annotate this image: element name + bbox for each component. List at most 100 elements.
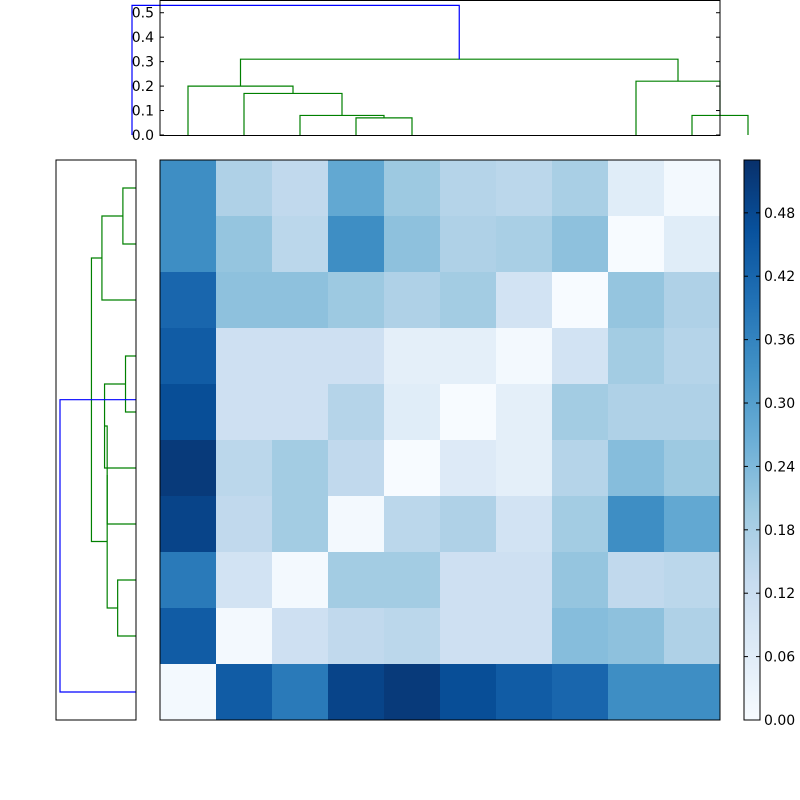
heatmap-cell — [328, 384, 385, 441]
heatmap-cell — [440, 664, 497, 721]
heatmap-cell — [496, 440, 553, 497]
heatmap-cell — [552, 440, 609, 497]
top-dendrogram-axis: 0.0 0.1 0.2 0.3 0.4 0.5 — [132, 6, 720, 144]
heatmap-cell — [440, 552, 497, 609]
left-dendrogram-link — [124, 355, 136, 413]
heatmap-cell — [608, 440, 665, 497]
heatmap-cell — [328, 328, 385, 385]
heatmap-cell — [384, 496, 441, 553]
top-axis-tick-label: 0.2 — [132, 79, 154, 95]
colorbar-tick-label: 0.06 — [764, 650, 795, 666]
heatmap-cell — [496, 272, 553, 329]
top-dendrogram — [131, 4, 749, 135]
heatmap-cell — [384, 552, 441, 609]
top-dendrogram-link — [131, 4, 460, 135]
heatmap-cell — [272, 384, 329, 441]
heatmap-cell — [160, 160, 217, 217]
heatmap-cell — [552, 608, 609, 665]
top-dendrogram-link — [243, 92, 343, 135]
heatmap-cell — [216, 664, 273, 721]
heatmap-cell — [328, 272, 385, 329]
heatmap-cell — [160, 272, 217, 329]
colorbar-tick-label: 0.42 — [764, 269, 795, 285]
heatmap-cell — [440, 608, 497, 665]
heatmap-cell — [384, 328, 441, 385]
heatmap-cell — [272, 272, 329, 329]
heatmap-cell — [328, 160, 385, 217]
heatmap-cell — [272, 328, 329, 385]
heatmap-cell — [496, 216, 553, 273]
heatmap-cell — [496, 328, 553, 385]
colorbar-tick-label: 0.18 — [764, 523, 795, 539]
heatmap-cell — [440, 272, 497, 329]
heatmap-cell — [552, 216, 609, 273]
heatmap-cell — [384, 216, 441, 273]
heatmap-cell — [664, 440, 721, 497]
top-axis-tick-label: 0.3 — [132, 55, 154, 71]
colorbar-tick-label: 0.00 — [764, 713, 795, 729]
heatmap-cell — [496, 664, 553, 721]
heatmap-cell — [552, 664, 609, 721]
heatmap-cell — [608, 272, 665, 329]
heatmap-cell — [496, 608, 553, 665]
heatmap-cell — [440, 160, 497, 217]
left-dendrogram-frame — [55, 159, 137, 721]
heatmap-cell — [160, 384, 217, 441]
heatmap-cell — [440, 496, 497, 553]
left-dendrogram-link — [59, 399, 136, 693]
heatmap-cell — [328, 216, 385, 273]
heatmap-cell — [608, 664, 665, 721]
heatmap-cell — [384, 160, 441, 217]
top-dendrogram-link — [239, 58, 679, 87]
heatmap-cell — [216, 384, 273, 441]
heatmap-cell — [496, 384, 553, 441]
heatmap-cell — [216, 440, 273, 497]
heatmap-cell — [608, 216, 665, 273]
heatmap-cell — [328, 552, 385, 609]
heatmap-cell — [608, 608, 665, 665]
heatmap-cell — [664, 496, 721, 553]
heatmap-cell — [664, 216, 721, 273]
left-dendrogram-link — [101, 215, 136, 301]
top-axis-tick-label: 0.5 — [132, 6, 154, 22]
heatmap-cell — [440, 440, 497, 497]
heatmap-cell — [328, 440, 385, 497]
heatmap-cell — [384, 608, 441, 665]
heatmap-cell — [608, 496, 665, 553]
heatmap-cell — [272, 608, 329, 665]
left-dendrogram-link — [122, 187, 136, 245]
colorbar-tick-label: 0.12 — [764, 586, 795, 602]
heatmap-cell — [552, 328, 609, 385]
heatmap-cell — [496, 552, 553, 609]
top-axis-tick-label: 0.1 — [132, 104, 154, 120]
colorbar-tick-label: 0.24 — [764, 459, 795, 475]
heatmap-cell — [216, 608, 273, 665]
colorbar-axis: 0.00 0.06 0.12 0.18 0.24 0.30 0.36 0.42 0.48 — [744, 206, 795, 729]
heatmap-cell — [552, 384, 609, 441]
heatmap-cell — [664, 664, 721, 721]
heatmap-cell — [664, 384, 721, 441]
colorbar-tick-label: 0.36 — [764, 333, 795, 349]
heatmap-cell — [664, 328, 721, 385]
heatmap-cell — [160, 608, 217, 665]
colorbar-tick-label: 0.30 — [764, 396, 795, 412]
heatmap-cell — [552, 272, 609, 329]
top-dendrogram-link — [635, 80, 721, 135]
heatmap-cell — [552, 160, 609, 217]
heatmap-cell — [216, 552, 273, 609]
top-axis-tick-label: 0.4 — [132, 30, 154, 46]
heatmap-cell — [160, 664, 217, 721]
heatmap-cell — [328, 664, 385, 721]
heatmap-cell — [384, 440, 441, 497]
heatmap-cell — [216, 160, 273, 217]
heatmap-cell — [160, 328, 217, 385]
left-dendrogram — [59, 187, 136, 693]
heatmap-cell — [272, 160, 329, 217]
heatmap-cell — [160, 440, 217, 497]
top-axis-tick-label: 0.0 — [132, 128, 154, 144]
top-dendrogram-frame — [159, 0, 721, 136]
left-dendrogram-link — [103, 383, 136, 469]
heatmap-cell — [608, 160, 665, 217]
heatmap-cell — [160, 552, 217, 609]
heatmap-cell — [384, 664, 441, 721]
